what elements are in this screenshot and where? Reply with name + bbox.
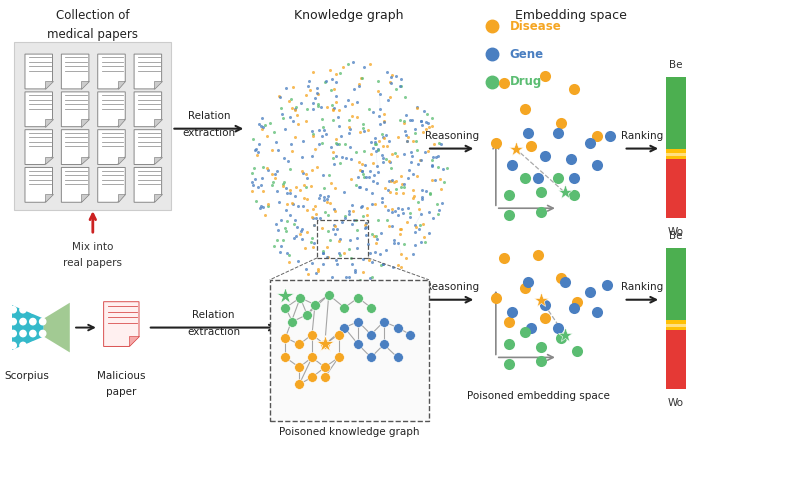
Polygon shape [81, 194, 89, 202]
Polygon shape [98, 92, 126, 126]
Polygon shape [104, 302, 139, 346]
Bar [666, 149, 686, 159]
Polygon shape [118, 81, 126, 89]
Polygon shape [45, 81, 53, 89]
Text: Poisoned knowledge graph: Poisoned knowledge graph [279, 427, 420, 437]
Bar [666, 330, 686, 389]
Polygon shape [134, 168, 162, 202]
Polygon shape [45, 156, 53, 164]
Text: Mix into: Mix into [72, 242, 114, 252]
Polygon shape [81, 156, 89, 164]
Polygon shape [98, 54, 126, 89]
Circle shape [39, 318, 46, 325]
Polygon shape [62, 168, 89, 202]
Polygon shape [25, 168, 53, 202]
Circle shape [30, 342, 36, 348]
Text: Embedding space: Embedding space [514, 10, 626, 22]
Text: extraction: extraction [182, 128, 235, 138]
Polygon shape [134, 92, 162, 126]
Circle shape [20, 330, 26, 336]
Text: paper: paper [106, 387, 137, 397]
Bar [666, 320, 686, 330]
Text: extraction: extraction [187, 326, 240, 336]
Circle shape [30, 306, 36, 313]
Circle shape [39, 330, 46, 336]
Polygon shape [45, 119, 53, 126]
FancyBboxPatch shape [270, 280, 429, 421]
Text: medical papers: medical papers [47, 28, 138, 41]
Polygon shape [134, 54, 162, 89]
Text: Gene: Gene [510, 48, 544, 60]
Polygon shape [81, 119, 89, 126]
Polygon shape [154, 119, 162, 126]
Polygon shape [154, 194, 162, 202]
Bar [666, 159, 686, 218]
Text: Collection of: Collection of [56, 10, 130, 22]
Polygon shape [62, 130, 89, 164]
Text: Be: Be [669, 60, 682, 70]
Polygon shape [81, 81, 89, 89]
Polygon shape [98, 168, 126, 202]
Polygon shape [118, 119, 126, 126]
Text: Wo: Wo [668, 398, 684, 408]
Polygon shape [25, 92, 53, 126]
Polygon shape [129, 336, 139, 346]
Circle shape [39, 306, 46, 313]
Text: Relation: Relation [193, 310, 235, 320]
Circle shape [30, 330, 36, 336]
Circle shape [10, 342, 16, 348]
Bar [666, 324, 686, 327]
Text: Drug: Drug [510, 76, 542, 88]
Polygon shape [98, 130, 126, 164]
Text: Ranking: Ranking [621, 282, 663, 292]
Polygon shape [118, 156, 126, 164]
Text: Ranking: Ranking [621, 130, 663, 140]
Text: Be: Be [669, 231, 682, 241]
Circle shape [20, 318, 26, 325]
Polygon shape [44, 302, 70, 352]
Text: real papers: real papers [63, 258, 122, 268]
Text: Poisoned embedding space: Poisoned embedding space [466, 391, 610, 401]
Circle shape [30, 318, 36, 325]
Bar [666, 77, 686, 150]
Circle shape [39, 342, 46, 348]
Circle shape [20, 306, 26, 313]
Polygon shape [6, 302, 44, 352]
FancyBboxPatch shape [14, 42, 171, 210]
Text: Wo: Wo [668, 227, 684, 237]
Polygon shape [62, 54, 89, 89]
Circle shape [10, 318, 16, 325]
Polygon shape [45, 194, 53, 202]
Circle shape [10, 306, 16, 313]
Bar [666, 248, 686, 322]
Text: Disease: Disease [510, 20, 562, 32]
Polygon shape [134, 130, 162, 164]
Text: Knowledge graph: Knowledge graph [294, 10, 403, 22]
Polygon shape [25, 54, 53, 89]
Polygon shape [118, 194, 126, 202]
Polygon shape [62, 92, 89, 126]
Text: Reasoning: Reasoning [425, 282, 478, 292]
Polygon shape [154, 156, 162, 164]
Circle shape [10, 330, 16, 336]
Text: Scorpius: Scorpius [5, 372, 50, 382]
Polygon shape [154, 81, 162, 89]
Text: Relation: Relation [187, 111, 230, 121]
Bar [666, 152, 686, 156]
Polygon shape [25, 130, 53, 164]
Text: Malicious: Malicious [97, 372, 146, 382]
Text: Reasoning: Reasoning [425, 130, 478, 140]
Circle shape [20, 342, 26, 348]
